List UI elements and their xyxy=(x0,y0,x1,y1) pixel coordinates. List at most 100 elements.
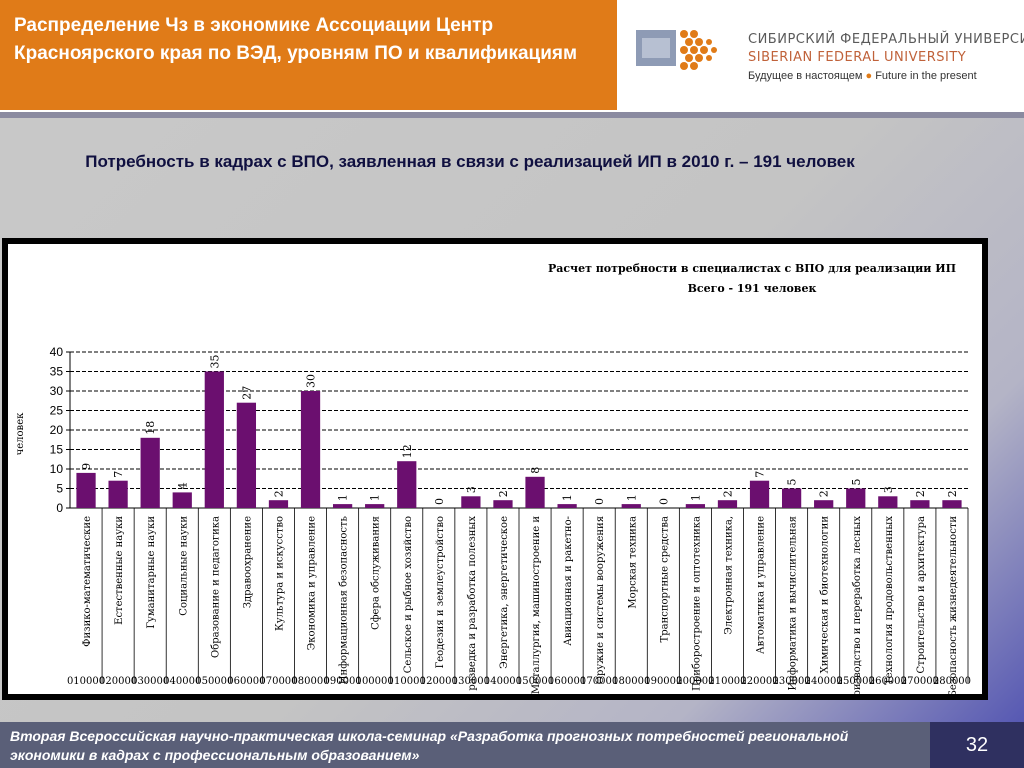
data-label: 1 xyxy=(561,494,574,501)
bar xyxy=(140,437,160,508)
data-label: 7 xyxy=(754,471,767,478)
data-label: 2 xyxy=(721,490,734,497)
data-label: 27 xyxy=(240,386,253,400)
category-label: Транспортные средства xyxy=(659,516,670,642)
category-label: Строительство и архитектура xyxy=(916,516,927,674)
bar xyxy=(108,480,128,508)
bar xyxy=(268,500,289,508)
bar xyxy=(332,504,353,508)
category-code-label: 060000 xyxy=(227,676,265,687)
logo-text-ru: СИБИРСКИЙ ФЕДЕРАЛЬНЫЙ УНИВЕРСИТЕТ xyxy=(748,32,1024,47)
category-code-label: 040000 xyxy=(163,676,201,687)
data-label: 1 xyxy=(689,494,702,501)
category-code-label: 090000 xyxy=(324,676,362,687)
category-code-label: 160000 xyxy=(548,676,586,687)
header-divider xyxy=(0,112,1024,118)
category-code-label: 170000 xyxy=(580,676,618,687)
category-label: Химическая и биотехнологии xyxy=(820,516,831,674)
bar xyxy=(621,504,641,508)
data-label: 1 xyxy=(337,494,350,501)
bar xyxy=(685,504,706,508)
data-label: 2 xyxy=(497,490,510,497)
tagline-dot-icon: ● xyxy=(865,70,876,82)
bar-chart: Расчет потребности в специалистах с ВПО … xyxy=(15,262,971,694)
y-axis-label: человек xyxy=(15,412,26,455)
data-label: 0 xyxy=(433,498,446,505)
data-label: 2 xyxy=(272,490,285,497)
category-code-label: 270000 xyxy=(901,676,939,687)
category-code-label: 220000 xyxy=(740,676,778,687)
category-label: Сфера обслуживания xyxy=(371,516,382,630)
category-code-label: 190000 xyxy=(644,676,682,687)
bar xyxy=(204,371,224,508)
bar xyxy=(493,500,513,508)
category-label: Геодезия и землеустройство xyxy=(435,516,446,668)
bar xyxy=(557,504,577,508)
data-label: 5 xyxy=(786,479,799,486)
y-tick-label: 30 xyxy=(50,384,64,398)
data-label: 7 xyxy=(112,471,125,478)
slide-title: Распределение Чз в экономике Ассоциации … xyxy=(0,0,617,112)
data-label: 9 xyxy=(80,463,93,470)
data-label: 1 xyxy=(625,494,638,501)
data-label: 0 xyxy=(593,498,606,505)
category-label: Электронная техника, xyxy=(723,516,734,635)
data-label: 2 xyxy=(914,490,927,497)
category-label: Экономика и управление xyxy=(307,516,318,650)
category-code-label: 210000 xyxy=(708,676,746,687)
category-label: Автоматика и управление xyxy=(756,516,767,654)
category-code-label: 030000 xyxy=(131,676,169,687)
category-label: Приборостроение и оптотехника xyxy=(691,516,702,691)
chart-area: Расчет потребности в специалистах с ВПО … xyxy=(8,244,982,694)
category-code-label: 010000 xyxy=(67,676,105,687)
y-tick-label: 10 xyxy=(50,462,64,476)
category-label: Физико-математические xyxy=(82,516,93,647)
category-code-label: 150000 xyxy=(516,676,554,687)
bar xyxy=(397,461,417,508)
bar xyxy=(781,488,802,508)
logo-text-en: SIBERIAN FEDERAL UNIVERSITY xyxy=(748,50,967,65)
bar xyxy=(717,500,738,508)
y-tick-label: 5 xyxy=(56,482,63,496)
category-code-label: 250000 xyxy=(837,676,875,687)
y-tick-label: 35 xyxy=(50,365,64,379)
category-code-label: 110000 xyxy=(388,676,426,687)
sfu-logo-mark-icon xyxy=(636,30,717,70)
category-code-label: 280000 xyxy=(933,676,971,687)
data-label: 30 xyxy=(305,374,318,388)
y-tick-label: 20 xyxy=(50,423,64,437)
page-number: 32 xyxy=(930,722,1024,768)
data-label: 4 xyxy=(176,482,189,489)
chart-subtitle: Всего - 191 человек xyxy=(688,282,817,295)
category-label: Металлургия, машиностроение и xyxy=(531,516,542,694)
category-label: Морская техника xyxy=(627,516,638,609)
footer-text: Вторая Всероссийская научно-практическая… xyxy=(0,722,930,768)
category-code-label: 120000 xyxy=(420,676,458,687)
data-label: 1 xyxy=(369,494,382,501)
bar xyxy=(846,488,866,508)
bar xyxy=(236,402,257,508)
y-tick-label: 0 xyxy=(56,501,63,515)
category-label: Естественные науки xyxy=(114,516,125,625)
bar xyxy=(461,496,481,508)
logo-tagline-ru: Будущее в настоящем xyxy=(748,70,863,82)
bar xyxy=(365,504,385,508)
category-label: Технология продовольственных xyxy=(884,516,895,685)
university-logo: СИБИРСКИЙ ФЕДЕРАЛЬНЫЙ УНИВЕРСИТЕТ SIBERI… xyxy=(620,0,1024,112)
category-label: Воспроизводство и переработка лесных xyxy=(852,516,863,694)
logo-tagline-en: Future in the present xyxy=(875,70,977,82)
category-code-label: 050000 xyxy=(195,676,233,687)
y-tick-label: 15 xyxy=(50,443,64,457)
category-label: Оружие и системы вооружения xyxy=(595,516,606,684)
slide-subtitle: Потребность в кадрах с ВПО, заявленная в… xyxy=(85,152,855,171)
category-code-label: 080000 xyxy=(291,676,329,687)
category-label: Геология, разведка и разработка полезных xyxy=(467,516,478,694)
category-label: Здравоохранение xyxy=(242,516,253,608)
bar xyxy=(172,492,192,508)
category-label: Авиационная и ракетно- xyxy=(563,516,574,646)
bar xyxy=(749,480,770,508)
data-label: 2 xyxy=(818,490,831,497)
data-label: 18 xyxy=(144,421,157,435)
data-label: 5 xyxy=(850,479,863,486)
category-label: Социальные науки xyxy=(178,516,189,616)
